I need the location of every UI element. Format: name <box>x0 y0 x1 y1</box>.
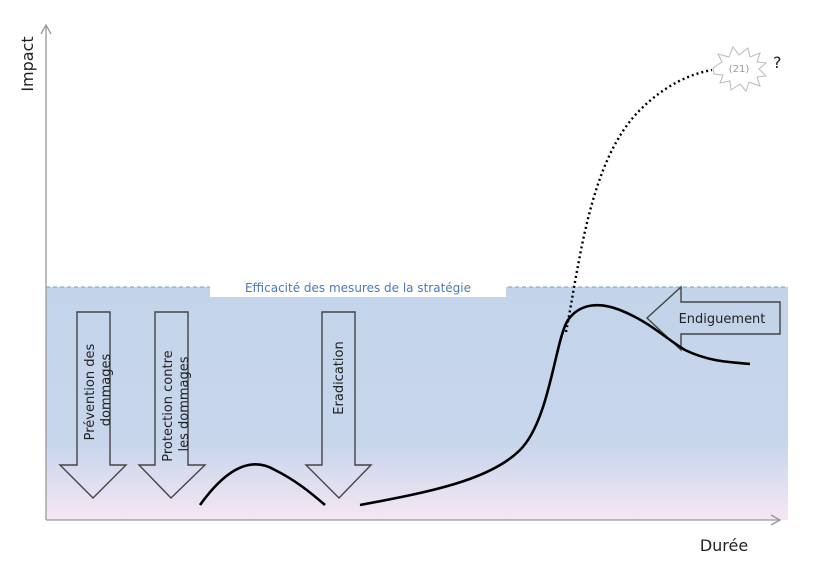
measure-arrow-prevention: Prévention des dommages <box>58 311 128 499</box>
burst-icon: (21) <box>712 45 768 92</box>
y-axis-arrowhead <box>40 23 52 35</box>
y-axis-label: Impact <box>18 36 37 91</box>
measure-label-line2: dommages <box>99 354 114 427</box>
measure-label-line1: Protection contre <box>161 350 176 461</box>
measure-label-line2: les dommages <box>177 356 192 451</box>
x-axis-arrowhead <box>770 514 782 526</box>
svg-text:Protection contre les do: Protection contre les dommages <box>161 346 192 462</box>
svg-text:Eradication: Eradication <box>332 341 347 414</box>
x-axis-label: Durée <box>700 536 748 555</box>
measure-label-line1: Eradication <box>332 341 347 414</box>
containment-label: Endiguement <box>679 312 766 327</box>
uncontrolled-impact-curve <box>564 68 713 333</box>
burst-question-mark: ? <box>773 53 782 72</box>
burst-label: (21) <box>729 64 750 75</box>
threshold-label: Efficacité des mesures de la stratégie <box>245 281 471 295</box>
main-impact-curve <box>359 303 751 507</box>
measure-arrow-eradication: Eradication <box>304 311 373 499</box>
early-hump-curve <box>198 462 326 506</box>
measure-arrow-protection: Protection contre les dommages <box>137 311 207 499</box>
measure-label-line1: Prévention des <box>83 344 98 441</box>
svg-text:Prévention des dommages: Prévention des dommages <box>83 340 114 441</box>
threshold-label-box <box>210 279 506 297</box>
